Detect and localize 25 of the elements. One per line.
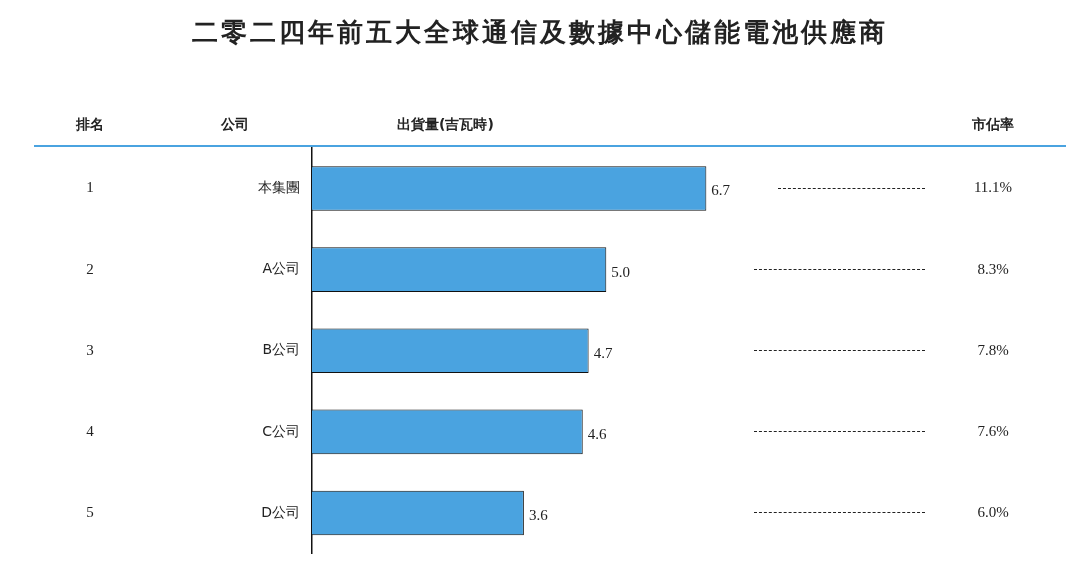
text: 3 [86, 341, 94, 358]
y-tick-label: C公司 [262, 422, 300, 439]
text: 市佔率 [971, 115, 1014, 132]
text: 4 [86, 422, 95, 439]
chart-title: 二零二四年前五大全球通信及數據中心儲能電池供應商 [191, 16, 889, 49]
data-label: 6.7 [711, 182, 731, 199]
y-tick-label: 本集團 [258, 179, 300, 196]
text: 8.3% [977, 260, 1009, 277]
data-label: 4.7 [593, 344, 613, 361]
text: 5 [86, 503, 94, 520]
text: 1 [86, 179, 94, 196]
data-label: 5.0 [611, 263, 631, 280]
text: 7.6% [977, 422, 1009, 439]
text: 2 [86, 260, 94, 277]
y-tick-label: D公司 [261, 503, 300, 520]
text: 排名 [75, 115, 104, 132]
text: 7.8% [977, 341, 1009, 358]
x-axis-title: 出貨量(吉瓦時) [397, 115, 494, 132]
data-label: 3.6 [528, 506, 549, 523]
data-label: 4.6 [587, 425, 607, 442]
y-tick-label: A公司 [262, 260, 300, 277]
y-axis-title: 公司 [220, 115, 249, 132]
y-tick-label: B公司 [262, 341, 300, 358]
text: 11.1% [973, 179, 1013, 196]
text: 6.0% [977, 503, 1009, 520]
